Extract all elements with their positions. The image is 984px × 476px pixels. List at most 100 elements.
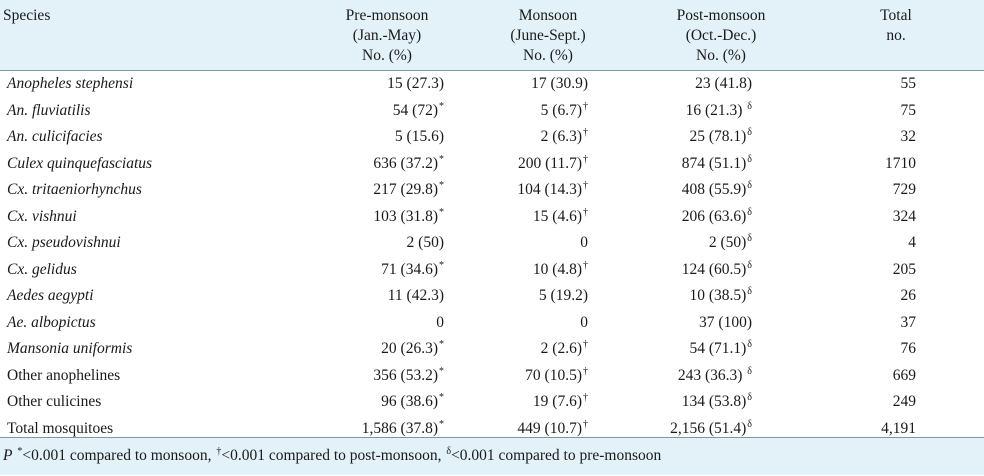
cell-total: 729 — [893, 177, 916, 203]
cell-pre-monsoon-significance-mark: * — [439, 365, 444, 377]
table-row: Cx. pseudovishnui 2 (50) 0 2 (50)δ 4 — [0, 230, 984, 257]
cell-pre-monsoon-value: 15 (27.3) — [387, 75, 444, 92]
cell-pre-monsoon-significance-mark: * — [439, 392, 444, 403]
cell-post-monsoon-significance-mark: δ — [747, 392, 752, 403]
cell-monsoon-value: 15 (4.6) — [532, 207, 582, 225]
footnote-text: P *<0.001 compared to monsoon, †<0.001 c… — [3, 438, 661, 476]
cell-pre-monsoon-value: 20 (26.3) — [381, 340, 438, 357]
cell-monsoon-value: 0 — [580, 234, 588, 251]
header-mon-line2: (June-Sept.) — [510, 27, 586, 44]
cell-monsoon-value: 0 — [580, 313, 588, 331]
cell-monsoon: 70 (10.5)† — [525, 363, 588, 391]
header-post-monsoon: Post-monsoon (Oct.-Dec.) No. (%) — [666, 6, 776, 66]
cell-monsoon: 5 (6.7)† — [541, 98, 588, 126]
cell-monsoon-value: 2 (6.3) — [540, 128, 582, 145]
table-row: Cx. tritaeniorhynchus 217 (29.8)* 104 (14.… — [0, 177, 984, 204]
cell-species: Other culicines — [7, 389, 101, 415]
cell-pre-monsoon-value: 103 (31.8) — [373, 207, 438, 225]
cell-species-value: Anopheles stephensi — [7, 75, 134, 92]
cell-post-monsoon: 23 (41.8) — [695, 71, 752, 97]
cell-pre-monsoon: 2 (50) — [407, 230, 444, 256]
cell-monsoon-significance-mark: † — [583, 127, 588, 138]
cell-post-monsoon-significance-mark: δ — [747, 365, 752, 377]
table-row: Ae. albopictus 0 0 37 (100) 37 — [0, 310, 984, 337]
footnote-sym1: * — [17, 446, 23, 457]
cell-total-value: 32 — [900, 128, 917, 145]
cell-species-value: Cx. pseudovishnui — [7, 234, 121, 251]
cell-post-monsoon-value: 23 (41.8) — [695, 75, 752, 92]
cell-pre-monsoon: 356 (53.2)* — [373, 363, 444, 391]
cell-pre-monsoon: 636 (37.2)* — [373, 151, 444, 179]
cell-monsoon-significance-mark: † — [583, 153, 588, 165]
cell-species-value: Ae. albopictus — [7, 313, 96, 331]
cell-monsoon-significance-mark: † — [583, 392, 588, 403]
cell-post-monsoon-value: 243 (36.3) — [677, 366, 747, 384]
table-row: Cx. gelidus 71 (34.6)* 10 (4.8)† 124 (60.5)… — [0, 257, 984, 284]
cell-total-value: 249 — [892, 393, 916, 410]
cell-total: 55 — [901, 71, 917, 97]
cell-total-value: 75 — [900, 101, 917, 119]
table-row: Other anophelines 356 (53.2)* 70 (10.5)† 24… — [0, 363, 984, 390]
header-mon-line1: Monsoon — [518, 7, 578, 24]
header-pre-line3: No. (%) — [362, 47, 412, 64]
cell-monsoon-value: 10 (4.8) — [532, 260, 582, 278]
footnote-sym2: † — [216, 446, 222, 457]
cell-pre-monsoon-significance-mark: * — [439, 180, 444, 191]
cell-monsoon-value: 5 (19.2) — [538, 287, 588, 304]
cell-total: 26 — [901, 283, 917, 309]
cell-post-monsoon-value: 124 (60.5) — [681, 260, 747, 278]
cell-pre-monsoon: 96 (38.6)* — [381, 389, 444, 417]
cell-post-monsoon-value: 54 (71.1) — [689, 340, 747, 357]
cell-total: 37 — [901, 310, 917, 336]
cell-total: 249 — [893, 389, 916, 415]
cell-pre-monsoon-value: 1,586 (37.8) — [361, 419, 438, 437]
table-row: An. culicifacies 5 (15.6) 2 (6.3)† 25 (78.1… — [0, 124, 984, 151]
cell-monsoon: 449 (10.7)† — [517, 416, 588, 444]
cell-monsoon-significance-mark: † — [583, 339, 588, 350]
cell-pre-monsoon-value: 217 (29.8) — [373, 181, 438, 198]
cell-post-monsoon-value: 206 (63.6) — [681, 207, 747, 225]
cell-species: Aedes aegypti — [7, 283, 94, 309]
cell-species: An. fluviatilis — [7, 98, 91, 124]
header-post-line1: Post-monsoon — [676, 7, 766, 24]
cell-total-value: 76 — [900, 340, 917, 357]
cell-post-monsoon-significance-mark: δ — [747, 418, 752, 430]
cell-species-value: Cx. tritaeniorhynchus — [7, 181, 142, 198]
cell-post-monsoon-significance-mark: δ — [747, 206, 752, 218]
cell-species-value: Culex quinquefasciatus — [7, 154, 153, 172]
table-body: Anopheles stephensi 15 (27.3) 17 (30.9) 23 … — [0, 71, 984, 442]
header-mon-line3: No. (%) — [523, 47, 573, 64]
table-row: Anopheles stephensi 15 (27.3) 17 (30.9) 23 … — [0, 71, 984, 98]
cell-monsoon: 10 (4.8)† — [533, 257, 588, 285]
table-row: Other culicines 96 (38.6)* 19 (7.6)† 134 (5… — [0, 389, 984, 416]
header-total: Total no. — [868, 6, 924, 46]
cell-monsoon-value: 70 (10.5) — [525, 366, 582, 384]
cell-total-value: 205 — [892, 260, 916, 278]
cell-total-value: 55 — [900, 75, 917, 92]
cell-pre-monsoon: 71 (34.6)* — [381, 257, 444, 285]
table-footnote: P *<0.001 compared to monsoon, †<0.001 c… — [0, 437, 984, 475]
table-row: Cx. vishnui 103 (31.8)* 15 (4.6)† 206 (63.6… — [0, 204, 984, 231]
header-post-line3: No. (%) — [696, 47, 746, 64]
cell-monsoon-value: 5 (6.7) — [540, 101, 582, 119]
cell-post-monsoon-significance-mark: δ — [747, 286, 752, 297]
cell-pre-monsoon-significance-mark: * — [439, 418, 444, 430]
cell-pre-monsoon-value: 2 (50) — [406, 234, 444, 251]
cell-monsoon: 2 (2.6)† — [541, 336, 588, 364]
cell-post-monsoon-value: 10 (38.5) — [689, 287, 747, 304]
cell-species: Cx. tritaeniorhynchus — [7, 177, 142, 203]
cell-post-monsoon-value: 16 (21.3) — [685, 101, 747, 119]
cell-post-monsoon-value: 2,156 (51.4) — [670, 419, 747, 437]
cell-post-monsoon-significance-mark: δ — [747, 153, 752, 165]
cell-total: 205 — [893, 257, 916, 283]
footnote-sym3: δ — [446, 446, 452, 457]
cell-total-value: 324 — [892, 207, 916, 225]
cell-monsoon: 5 (19.2) — [539, 283, 588, 309]
cell-post-monsoon: 16 (21.3) δ — [686, 98, 752, 126]
table-header: Species Pre-monsoon (Jan.-May) No. (%) M… — [0, 0, 984, 71]
cell-species: Mansonia uniformis — [7, 336, 132, 362]
cell-post-monsoon: 134 (53.8)δ — [682, 389, 752, 417]
cell-post-monsoon-value: 134 (53.8) — [681, 393, 747, 410]
cell-monsoon-significance-mark: † — [583, 206, 588, 218]
footnote-part3: <0.001 compared to pre-monsoon — [451, 447, 662, 464]
